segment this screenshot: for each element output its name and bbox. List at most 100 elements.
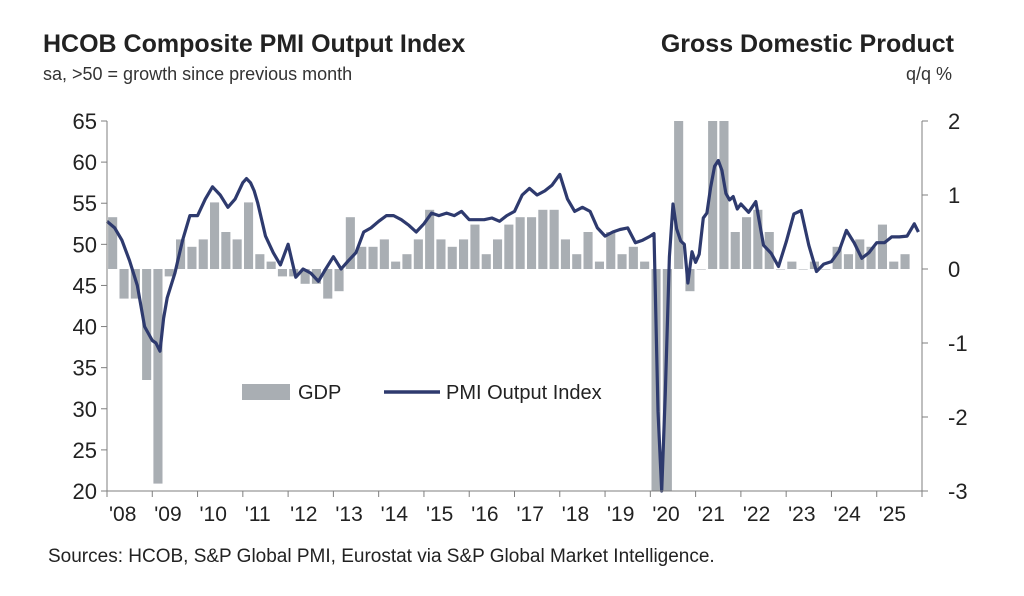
gdp-bar <box>255 254 265 269</box>
gdp-bar <box>696 269 706 270</box>
x-axis-tick-label: '21 <box>698 503 725 526</box>
left-chart-subtitle: sa, >50 = growth since previous month <box>43 64 353 84</box>
x-axis-tick-label: '14 <box>381 503 409 526</box>
left-axis-tick-label: 50 <box>73 232 97 257</box>
left-axis-tick-label: 25 <box>73 438 97 463</box>
gdp-bar <box>470 224 480 269</box>
gdp-bar <box>832 246 842 269</box>
right-axis-tick-label: -1 <box>948 331 968 356</box>
gdp-bar <box>742 217 752 269</box>
gdp-bar <box>821 269 831 270</box>
gdp-bar <box>277 269 287 277</box>
left-axis-tick-label: 60 <box>73 150 97 175</box>
legend-gdp-label: GDP <box>298 382 341 404</box>
left-axis-tick-label: 35 <box>73 356 97 381</box>
left-chart-title: HCOB Composite PMI Output Index <box>43 30 466 58</box>
gdp-bar <box>425 209 435 269</box>
gdp-bar <box>549 209 559 269</box>
x-axis-tick-label: '15 <box>426 503 453 526</box>
gdp-bar <box>843 254 853 269</box>
gdp-bar <box>730 232 740 269</box>
gdp-bar <box>142 269 152 380</box>
x-axis-tick-label: '09 <box>154 503 181 526</box>
gdp-bar <box>708 121 718 269</box>
gdp-bar <box>889 261 899 269</box>
gdp-bar <box>527 217 537 269</box>
gdp-bar <box>436 239 446 269</box>
gdp-bar <box>640 261 650 269</box>
x-axis-tick-label: '17 <box>517 503 544 526</box>
gdp-bar <box>244 202 254 269</box>
gdp-bar <box>877 224 887 269</box>
gdp-bar <box>504 224 514 269</box>
gdp-bar <box>560 239 570 269</box>
gdp-bar <box>481 254 491 269</box>
gdp-bar <box>572 254 582 269</box>
left-axis-tick-label: 65 <box>73 109 97 134</box>
legend-pmi-label: PMI Output Index <box>446 382 602 404</box>
right-chart-subtitle: q/q % <box>905 64 952 84</box>
left-axis-tick-label: 30 <box>73 397 97 422</box>
right-axis-tick-label: 1 <box>948 183 960 208</box>
gdp-bar <box>108 217 118 269</box>
x-axis-tick-label: '08 <box>109 503 136 526</box>
right-axis-tick-label: 2 <box>948 109 960 134</box>
gdp-bar <box>606 232 616 269</box>
right-axis-tick-label: -2 <box>948 405 968 430</box>
right-chart-title: Gross Domestic Product <box>660 30 954 58</box>
x-axis-tick-label: '23 <box>788 503 815 526</box>
gdp-bar <box>323 269 333 299</box>
gdp-bar <box>515 217 525 269</box>
gdp-bar <box>617 254 627 269</box>
x-axis-tick-label: '12 <box>290 503 317 526</box>
gdp-bar <box>685 269 695 292</box>
gdp-bar <box>210 202 220 269</box>
source-footnote: Sources: HCOB, S&P Global PMI, Eurostat … <box>48 546 715 567</box>
gdp-bar <box>866 246 876 269</box>
x-axis-tick-label: '11 <box>245 503 271 526</box>
gdp-bar <box>459 239 469 269</box>
left-axis-tick-label: 55 <box>73 191 97 216</box>
x-axis-tick-label: '10 <box>200 503 227 526</box>
gdp-bar <box>198 239 208 269</box>
gdp-bar <box>300 269 310 284</box>
gdp-bar <box>628 246 638 269</box>
gdp-bar <box>402 254 412 269</box>
gdp-bar <box>379 239 389 269</box>
gdp-bar <box>447 246 457 269</box>
x-axis-tick-label: '13 <box>335 503 362 526</box>
gdp-bar <box>900 254 910 269</box>
gdp-bar <box>798 269 808 270</box>
chart-area: 20 25 30 35 40 45 50 55 60 65 -3 -2 -1 0 1 2 '08 '09 '10 '1… <box>73 109 968 526</box>
gdp-bar <box>594 261 604 269</box>
x-axis-tick-label: '19 <box>607 503 634 526</box>
gdp-bar <box>538 209 548 269</box>
gdp-bar <box>776 269 786 270</box>
gdp-bar <box>719 121 729 269</box>
gdp-bar <box>662 269 672 491</box>
gdp-bar <box>583 232 593 269</box>
gdp-bar <box>413 239 423 269</box>
right-axis-tick-label: 0 <box>948 257 960 282</box>
gdp-bar <box>368 246 378 269</box>
gdp-bar <box>221 232 231 269</box>
x-axis-tick-label: '25 <box>879 503 906 526</box>
left-axis-tick-label: 45 <box>73 273 97 298</box>
gdp-bar <box>232 239 242 269</box>
gdp-bar <box>334 269 344 292</box>
gdp-bar <box>493 239 503 269</box>
x-axis-tick-label: '22 <box>743 503 770 526</box>
gdp-bar <box>311 269 321 284</box>
x-axis-tick-label: '18 <box>562 503 589 526</box>
gdp-bar <box>391 261 401 269</box>
pmi-line <box>105 158 920 493</box>
gdp-bar <box>753 209 763 269</box>
gdp-bar <box>153 269 163 484</box>
gdp-bar <box>119 269 129 299</box>
legend-gdp-swatch <box>242 384 290 400</box>
x-axis-tick-label: '16 <box>471 503 498 526</box>
x-axis-tick-label: '24 <box>833 503 861 526</box>
x-axis-tick-label: '20 <box>652 503 679 526</box>
gdp-bar <box>266 261 276 269</box>
left-axis-tick-label: 40 <box>73 315 97 340</box>
